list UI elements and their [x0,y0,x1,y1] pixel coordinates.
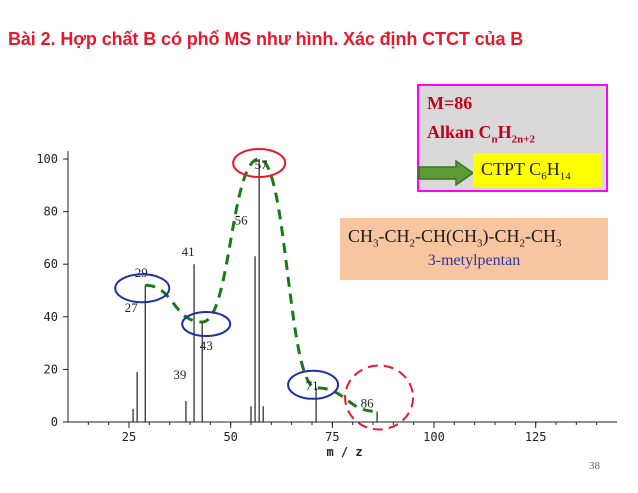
molar-mass-text: M=86 [427,93,473,113]
peak-label-71: 71 [306,378,319,393]
ctpt-box: CTPT C6H14 [473,153,601,187]
y-tick-label-100: 100 [36,152,58,166]
peak-label-57: 57 [255,157,269,172]
chart-axes: 0 20 40 60 80 100 25 50 75 100 125 m / z [36,151,617,459]
structural-formula-box: CH3-CH2-CH(CH3)-CH2-CH3 3-metylpentan [340,218,608,280]
x-tick-label-125: 125 [525,430,547,444]
x-tick-label-25: 25 [122,430,136,444]
peak-label-27: 27 [125,300,139,315]
chart-peaks [132,159,378,422]
trend-curve [145,157,378,413]
page-number: 38 [589,460,600,472]
highlight-circle-86 [344,364,415,431]
x-axis-label: m / z [326,445,362,459]
alkane-formula-text: Alkan CnH2n+2 [427,122,536,146]
y-tick-label-40: 40 [44,310,58,324]
highlight-circles [114,148,415,431]
y-tick-label-0: 0 [51,415,58,429]
compound-name: 3-metylpentan [427,252,521,269]
peak-label-56: 56 [235,212,249,227]
peak-label-41: 41 [182,244,195,259]
right-arrow-icon [418,160,474,186]
structural-formula: CH3-CH2-CH(CH3)-CH2-CH3 [348,226,562,250]
y-tick-label-80: 80 [44,205,58,219]
slide-title: Bài 2. Hợp chất B có phổ MS như hình. Xá… [8,29,524,49]
highlight-circle-71 [287,369,340,400]
highlight-circle-43 [181,311,232,338]
peak-label-39: 39 [173,367,186,382]
x-tick-label-75: 75 [325,430,339,444]
peak-label-86: 86 [361,395,375,410]
x-tick-label-50: 50 [223,430,237,444]
peak-label-43: 43 [200,338,213,353]
x-tick-label-100: 100 [423,430,445,444]
y-tick-label-60: 60 [44,257,58,271]
highlight-circle-29 [114,273,171,304]
peak-labels: 27 29 39 41 43 56 57 71 86 [125,157,374,410]
y-tick-label-20: 20 [44,362,58,376]
trend-curve-path [145,157,378,413]
ctpt-text: CTPT C6H14 [481,159,571,183]
highlight-circle-57 [232,148,287,178]
peak-label-29: 29 [135,265,148,280]
